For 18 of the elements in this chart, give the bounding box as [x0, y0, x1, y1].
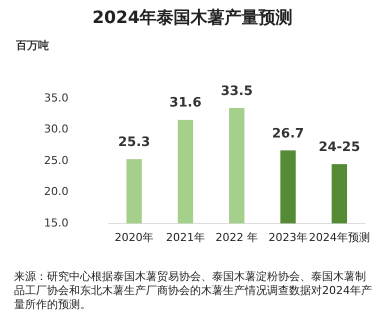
x-tick-label: 2024年预测	[308, 230, 370, 244]
x-tick-label: 2021年	[166, 230, 205, 244]
data-label: 24-25	[318, 140, 360, 155]
y-tick-label: 25.0	[44, 154, 68, 167]
data-label: 31.6	[169, 96, 202, 111]
y-axis-title: 百万吨	[16, 38, 50, 52]
chart-title: 2024年泰国木薯产量预测	[91, 7, 294, 30]
data-label: 25.3	[118, 135, 150, 150]
data-label: 26.7	[272, 126, 304, 142]
y-tick-label: 30.0	[44, 122, 68, 136]
x-tick-label: 2020年	[114, 230, 154, 244]
y-tick-label: 20.0	[44, 185, 68, 198]
x-tick-label: 2022 年	[215, 230, 258, 244]
y-tick-label: 15.0	[44, 216, 68, 230]
data-label: 33.5	[220, 84, 253, 99]
source-note: 来源：研究中心根据泰国木薯贸易协会、泰国木薯淀粉协会、泰国木薯制品工厂协会和东北木薯生产厂商协会的木薯生产情况调查数据对2024年产量所作的预测。	[14, 270, 373, 312]
y-tick-label: 35.0	[44, 91, 68, 104]
x-tick-label: 2023年	[268, 230, 308, 244]
